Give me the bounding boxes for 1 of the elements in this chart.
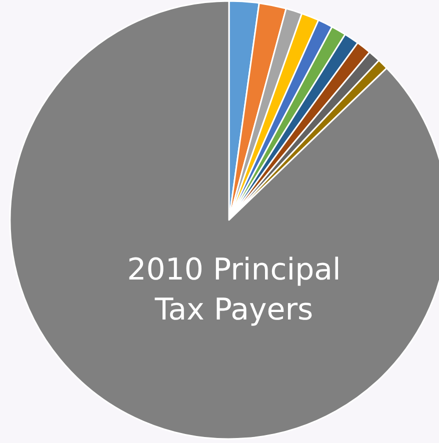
text: 2010 Principal Tax Payers (127, 252, 341, 328)
